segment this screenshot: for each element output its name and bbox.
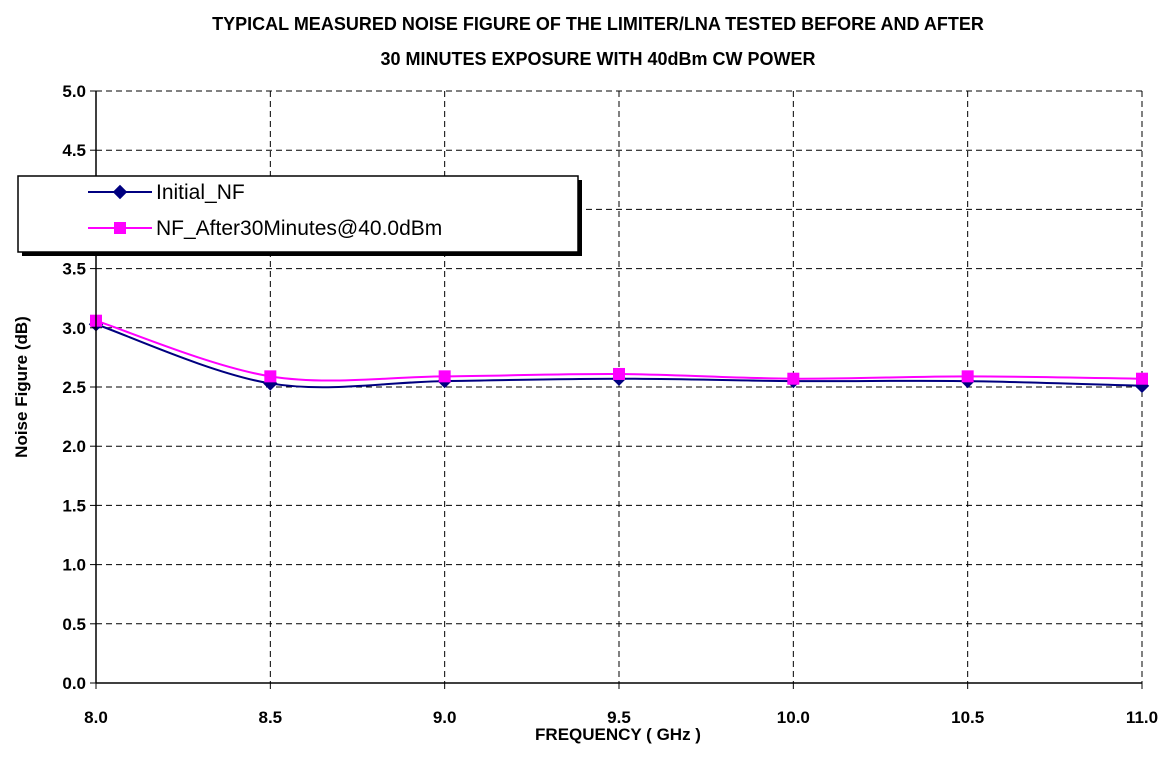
x-tick-label: 8.0 <box>84 708 108 727</box>
data-point-2 <box>438 370 451 383</box>
y-tick-label: 0.5 <box>62 615 86 634</box>
x-tick-label: 8.5 <box>259 708 283 727</box>
y-tick-label: 1.0 <box>62 556 86 575</box>
legend-label-1: Initial_NF <box>156 181 245 204</box>
y-tick-label: 3.5 <box>62 260 86 279</box>
legend-marker-1 <box>112 184 128 200</box>
data-point-2 <box>1136 372 1148 385</box>
y-tick-label: 0.0 <box>62 674 86 693</box>
chart-title-line-2: 30 MINUTES EXPOSURE WITH 40dBm CW POWER <box>380 49 815 69</box>
y-tick-label: 1.5 <box>62 496 86 515</box>
x-tick-label: 10.0 <box>777 708 810 727</box>
legend: Initial_NF NF_After30Minutes@40.0dBm <box>17 175 582 256</box>
data-point-2 <box>264 370 277 383</box>
legend-label-2: NF_After30Minutes@40.0dBm <box>156 217 442 240</box>
x-tick-label: 11.0 <box>1126 708 1158 727</box>
x-tick-label: 9.5 <box>607 708 631 727</box>
x-axis-title: FREQUENCY ( GHz ) <box>535 725 701 744</box>
legend-box <box>17 175 579 253</box>
y-tick-label: 2.0 <box>62 437 86 456</box>
legend-marker-2 <box>114 222 126 234</box>
y-axis-title: Noise Figure (dB) <box>12 316 31 458</box>
x-tick-label: 9.0 <box>433 708 457 727</box>
data-point-2 <box>787 372 800 385</box>
chart-title-line-1: TYPICAL MEASURED NOISE FIGURE OF THE LIM… <box>212 14 984 34</box>
y-tick-label: 5.0 <box>62 82 86 101</box>
data-point-2 <box>613 367 625 380</box>
data-point-2 <box>961 370 974 383</box>
y-tick-label: 2.5 <box>62 378 86 397</box>
y-tick-label: 3.0 <box>62 319 86 338</box>
x-tick-label: 10.5 <box>951 708 984 727</box>
y-tick-label: 4.5 <box>62 141 86 160</box>
